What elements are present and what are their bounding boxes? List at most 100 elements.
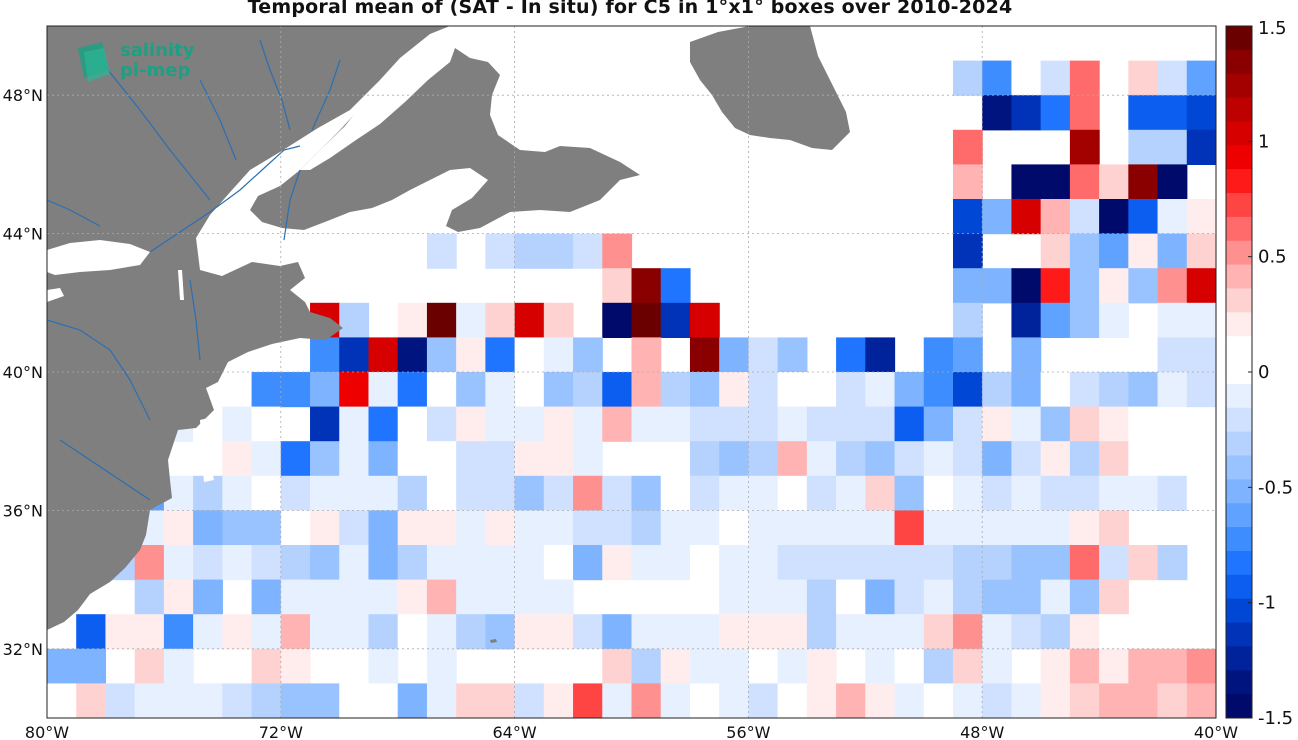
data-cell	[719, 475, 750, 511]
data-cell	[952, 233, 983, 269]
data-cell	[836, 545, 866, 581]
data-cell	[865, 648, 896, 684]
data-cell	[806, 475, 837, 511]
data-cell	[777, 475, 808, 511]
data-cell	[280, 614, 311, 650]
lake-champlain	[178, 270, 184, 300]
data-cell	[689, 510, 720, 546]
data-cell	[1011, 199, 1042, 235]
data-cell	[631, 648, 662, 684]
data-cell	[573, 475, 603, 511]
data-cell	[689, 302, 720, 338]
data-cell	[894, 510, 925, 546]
data-cell	[1040, 648, 1071, 684]
data-cell	[719, 648, 750, 684]
data-cell	[865, 579, 896, 615]
data-cell	[1186, 129, 1216, 165]
data-cell	[865, 337, 896, 373]
data-cell	[426, 545, 457, 581]
data-cell	[397, 406, 428, 442]
data-cell	[602, 406, 633, 442]
data-cell	[1040, 199, 1071, 235]
data-cell	[1069, 372, 1100, 408]
data-cell	[689, 406, 720, 442]
data-cell	[982, 268, 1013, 304]
data-cell	[543, 406, 574, 442]
data-cell	[543, 372, 574, 408]
data-cell	[514, 406, 545, 442]
data-cell	[1186, 337, 1216, 373]
data-cell	[1128, 683, 1159, 718]
data-cell	[426, 233, 457, 269]
data-cell	[865, 406, 896, 442]
lake-ontario	[47, 240, 150, 275]
data-cell	[923, 510, 954, 546]
data-cell	[1099, 164, 1129, 200]
data-cell	[982, 406, 1013, 442]
colorbar-tick-label: 0.5	[1258, 247, 1287, 268]
data-cell	[193, 579, 223, 615]
data-cell	[719, 441, 750, 477]
data-cell	[894, 579, 925, 615]
data-cell	[310, 475, 340, 511]
colorbar-swatch	[1226, 312, 1252, 337]
colorbar-swatch	[1226, 622, 1252, 647]
data-cell	[748, 372, 779, 408]
data-cell	[602, 614, 633, 650]
inland-water	[47, 48, 455, 482]
colorbar-swatch	[1226, 670, 1252, 695]
data-cell	[573, 406, 603, 442]
data-cell	[1128, 545, 1159, 581]
colorbar-swatch	[1226, 479, 1252, 504]
river-hudson	[189, 279, 201, 361]
data-cell	[105, 614, 136, 650]
river-west-1	[47, 319, 151, 421]
data-cell	[163, 683, 194, 718]
data-cell	[1040, 233, 1071, 269]
data-cell	[1069, 302, 1100, 338]
data-cell	[631, 510, 662, 546]
data-cell	[923, 545, 954, 581]
data-cell	[339, 406, 370, 442]
data-cell	[748, 406, 779, 442]
data-cell	[982, 648, 1013, 684]
data-cell	[543, 510, 574, 546]
data-cell	[1069, 475, 1100, 511]
data-cell	[631, 302, 662, 338]
latitude-axis: 32°N 36°N 40°N 44°N 48°N	[3, 86, 43, 659]
data-cell	[310, 683, 340, 718]
data-cell	[485, 614, 516, 650]
data-cell	[310, 579, 340, 615]
data-cell	[280, 475, 311, 511]
data-cell	[1099, 614, 1129, 650]
data-cell	[573, 683, 603, 718]
data-cell	[836, 337, 866, 373]
data-cell	[719, 510, 750, 546]
data-cell	[251, 614, 282, 650]
data-cell	[339, 683, 370, 718]
longitude-tick-label: 72°W	[259, 723, 303, 740]
data-cell	[456, 441, 486, 477]
data-cell	[456, 475, 486, 511]
data-cell	[1040, 164, 1071, 200]
data-cell	[1040, 406, 1071, 442]
data-cell	[456, 406, 486, 442]
data-cell	[368, 337, 399, 373]
colorbar-swatch	[1226, 26, 1252, 51]
data-cell	[368, 510, 399, 546]
data-cell	[1157, 129, 1188, 165]
data-cell	[76, 614, 107, 650]
data-cell	[952, 129, 983, 165]
data-cell	[719, 337, 750, 373]
land-continental-northeast	[47, 26, 450, 630]
data-cell	[777, 579, 808, 615]
data-cell	[193, 683, 223, 718]
data-cell	[1099, 302, 1129, 338]
data-cell	[368, 441, 399, 477]
colorbar-labels: 1.5 1 0.5 0 -0.5 -1 -1.5	[1248, 18, 1293, 729]
data-cell	[251, 579, 282, 615]
data-cell	[865, 475, 896, 511]
colorbar	[1226, 26, 1252, 719]
data-cell	[339, 648, 370, 684]
data-cell	[806, 683, 837, 718]
